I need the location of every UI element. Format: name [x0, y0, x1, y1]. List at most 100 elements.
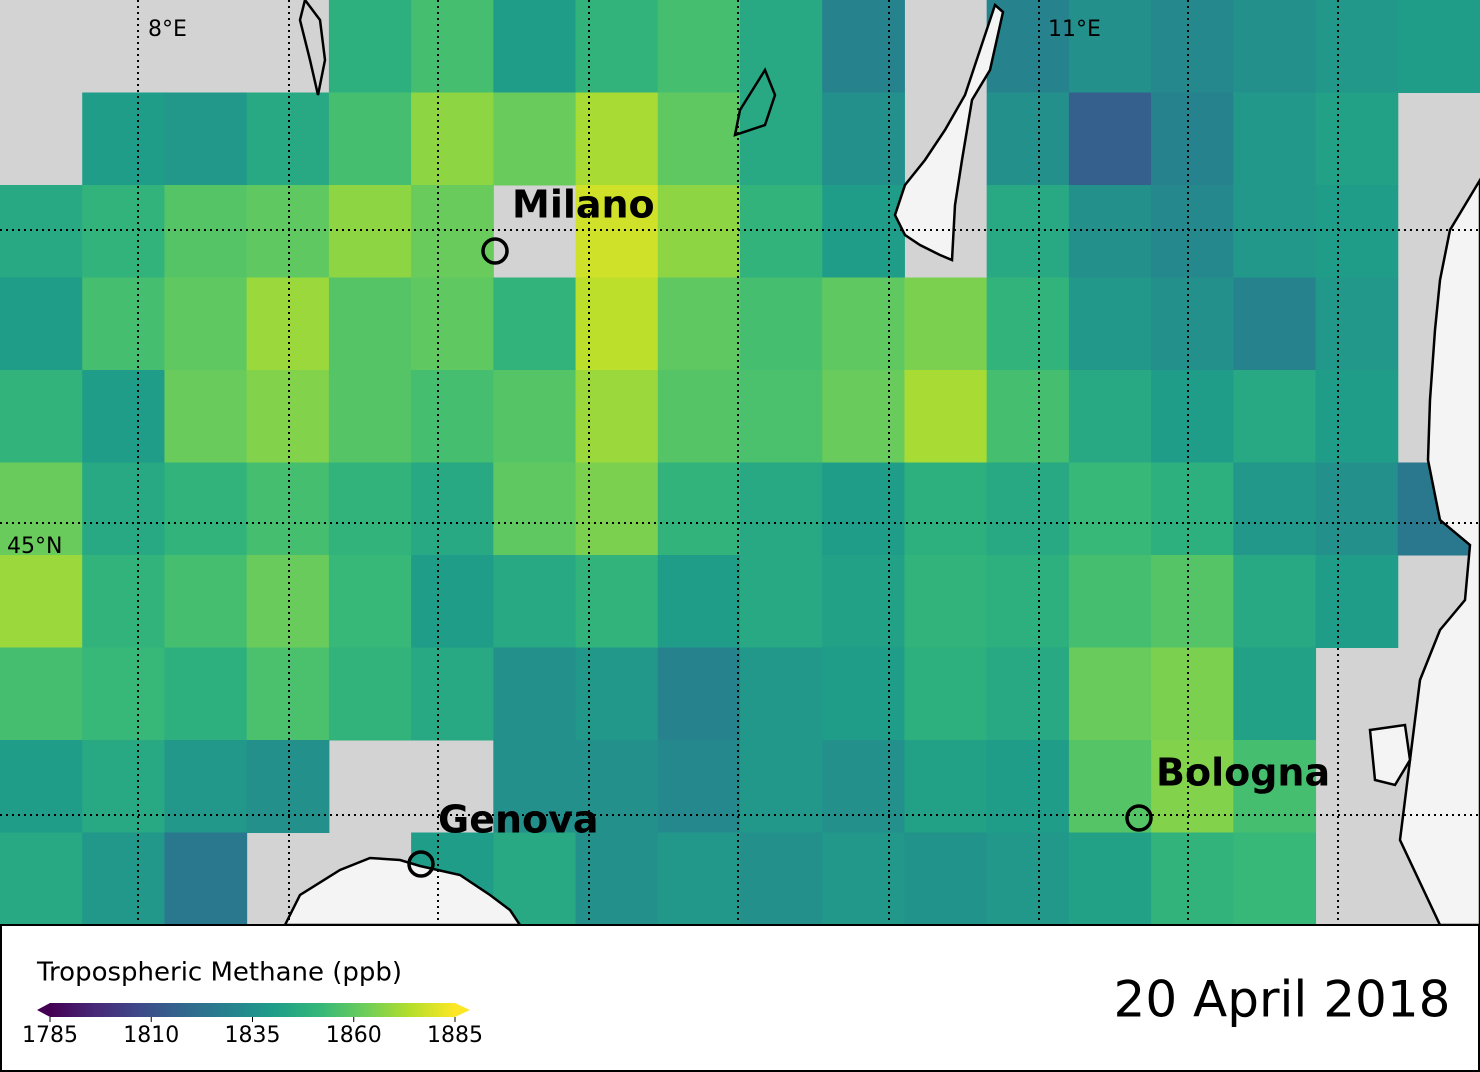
methane-pixel	[740, 370, 823, 463]
methane-pixel	[657, 832, 741, 926]
methane-pixel	[164, 462, 248, 556]
colorbar-tick-label: 1835	[225, 1023, 281, 1048]
methane-pixel	[328, 0, 412, 93]
methane-pixel	[493, 555, 577, 648]
methane-pixel	[1151, 185, 1234, 278]
methane-pixel	[986, 832, 1070, 926]
methane-pixel	[986, 185, 1070, 278]
methane-pixel	[657, 462, 741, 556]
methane-pixel	[740, 277, 823, 371]
methane-pixel	[986, 277, 1070, 371]
methane-pixel	[1315, 185, 1399, 278]
methane-pixel	[1068, 185, 1152, 278]
methane-pixel	[82, 832, 165, 926]
methane-pixel	[1233, 555, 1317, 648]
city-marker	[407, 850, 435, 878]
methane-pixel	[328, 647, 412, 741]
colorbar-low-arrow	[37, 1003, 50, 1017]
methane-pixel	[164, 370, 248, 463]
methane-pixel	[164, 647, 248, 741]
methane-pixel	[493, 277, 577, 371]
methane-pixel	[164, 740, 248, 833]
methane-pixel	[657, 555, 741, 648]
methane-pixel	[904, 555, 988, 648]
methane-pixel	[740, 647, 823, 741]
methane-pixel	[82, 92, 165, 186]
methane-pixel	[246, 370, 330, 463]
methane-pixel	[82, 740, 165, 833]
methane-pixel	[493, 370, 577, 463]
methane-pixel	[0, 277, 83, 371]
methane-pixel	[1315, 555, 1399, 648]
methane-pixel	[493, 740, 577, 833]
methane-pixel	[575, 185, 659, 278]
methane-pixel	[0, 740, 83, 833]
city-marker	[1125, 804, 1153, 832]
methane-pixel	[411, 555, 494, 648]
methane-pixel	[1068, 832, 1152, 926]
methane-pixel	[986, 647, 1070, 741]
methane-pixel	[575, 0, 659, 93]
methane-pixel	[328, 185, 412, 278]
methane-pixel	[328, 370, 412, 463]
methane-pixel	[0, 647, 83, 741]
methane-pixel	[164, 277, 248, 371]
methane-pixel	[1315, 462, 1399, 556]
methane-pixel	[1315, 277, 1399, 371]
legend-panel	[0, 924, 1480, 1072]
methane-pixel	[575, 555, 659, 648]
methane-pixel	[822, 832, 905, 926]
methane-pixel	[904, 740, 988, 833]
methane-pixel	[657, 740, 741, 833]
methane-pixel	[822, 92, 905, 186]
methane-pixel	[1233, 462, 1317, 556]
methane-pixel	[822, 185, 905, 278]
city-label: Milano	[512, 183, 655, 227]
methane-pixel	[822, 277, 905, 371]
methane-pixel	[82, 370, 165, 463]
methane-pixel	[1151, 370, 1234, 463]
methane-pixel	[164, 555, 248, 648]
methane-pixel	[1151, 740, 1234, 833]
colorbar-bar	[50, 1003, 455, 1017]
methane-pixel	[1315, 0, 1399, 93]
methane-pixel	[986, 462, 1070, 556]
colorbar-high-arrow	[455, 1003, 470, 1017]
methane-pixel	[493, 647, 577, 741]
methane-pixel	[822, 555, 905, 648]
lat-label: 45°N	[7, 534, 62, 559]
methane-pixel	[904, 277, 988, 371]
methane-pixel	[0, 555, 83, 648]
methane-pixel	[904, 832, 988, 926]
methane-pixel	[0, 370, 83, 463]
methane-pixel	[0, 462, 83, 556]
methane-pixel	[411, 462, 494, 556]
city-labels: Milano Genova Bologna	[438, 183, 1330, 842]
methane-pixel	[1315, 92, 1399, 186]
methane-pixel	[657, 277, 741, 371]
methane-pixel	[657, 92, 741, 186]
methane-pixel	[1233, 370, 1317, 463]
methane-pixel	[1151, 462, 1234, 556]
methane-pixel	[657, 185, 741, 278]
graticule	[0, 0, 1480, 925]
methane-pixel	[575, 462, 659, 556]
methane-pixel	[986, 370, 1070, 463]
methane-pixel	[1233, 185, 1317, 278]
city-markers	[407, 237, 1153, 878]
methane-pixel	[82, 647, 165, 741]
methane-pixel	[493, 462, 577, 556]
methane-pixel	[822, 462, 905, 556]
methane-pixel	[575, 647, 659, 741]
methane-pixel	[0, 185, 83, 278]
methane-pixel	[1068, 370, 1152, 463]
colorbar-tick-label: 1785	[22, 1023, 78, 1048]
pixel-layer	[0, 0, 1480, 926]
methane-pixel	[1397, 0, 1480, 93]
methane-pixel	[822, 370, 905, 463]
city-marker	[481, 237, 509, 265]
methane-pixel	[822, 647, 905, 741]
methane-pixel	[493, 92, 577, 186]
methane-pixel	[822, 0, 905, 93]
